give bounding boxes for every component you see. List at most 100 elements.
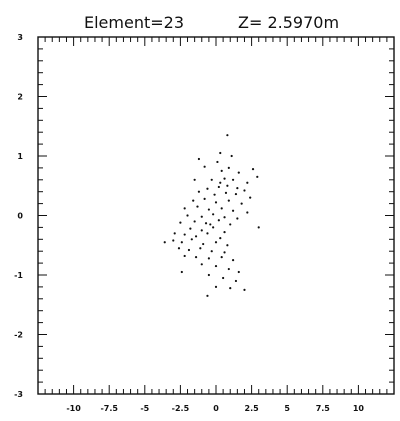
scatter-point (223, 231, 226, 234)
scatter-point (229, 223, 232, 226)
scatter-point (204, 222, 208, 225)
scatter-point (179, 221, 182, 224)
scatter-point (209, 223, 212, 226)
scatter-point (207, 257, 210, 260)
scatter-point (206, 232, 209, 235)
scatter-point (187, 248, 191, 252)
scatter-point (207, 208, 210, 211)
x-tick-label: 7.5 (316, 404, 331, 413)
scatter-point (220, 256, 223, 259)
scatter-point (231, 209, 235, 212)
scatter-point (180, 270, 183, 274)
scatter-point (214, 201, 218, 204)
scatter-point (200, 229, 203, 232)
scatter-points (163, 134, 260, 297)
x-tick-label: 10 (353, 404, 365, 413)
scatter-point (227, 166, 230, 169)
title-element: Element=23 (84, 13, 184, 32)
scatter-point (212, 226, 215, 229)
scatter-point (192, 199, 195, 202)
scatter-point (246, 211, 249, 214)
y-tick-label: 0 (17, 212, 23, 221)
scatter-point (172, 239, 175, 242)
scatter-point (193, 220, 196, 223)
scatter-point (183, 207, 186, 210)
scatter-point (180, 241, 183, 244)
scatter-point (210, 250, 213, 253)
scatter-point (224, 191, 228, 194)
scatter-point (183, 254, 186, 258)
scatter-point (234, 279, 238, 283)
scatter-point (177, 247, 181, 250)
scatter-point (214, 241, 218, 244)
x-tick-label: 0 (213, 404, 219, 413)
scatter-point (246, 181, 249, 184)
scatter-point (200, 263, 203, 266)
scatter-point (186, 214, 189, 217)
scatter-point (236, 217, 239, 220)
scatter-point (243, 189, 246, 192)
scatter-point (223, 251, 226, 254)
scatter-point (227, 199, 230, 202)
plot-frame (37, 36, 395, 395)
x-tick-label: 2.5 (245, 404, 260, 413)
scatter-point (220, 207, 223, 210)
scatter-point (199, 247, 202, 250)
scatter-point (163, 241, 166, 244)
title-z-position: Z= 2.5970m (238, 13, 339, 32)
scatter-point (214, 264, 218, 268)
scatter-point (223, 177, 226, 180)
scatter-point (197, 190, 201, 193)
scatter-point (196, 205, 199, 208)
scatter-point (222, 276, 225, 280)
y-tick-label: 3 (17, 33, 23, 42)
scatter-point (173, 232, 176, 235)
scatter-point (227, 267, 230, 271)
scatter-point (219, 181, 222, 184)
scatter-point (217, 219, 220, 222)
scatter-point (190, 238, 193, 241)
scatter-point (236, 187, 239, 190)
scatter-point (249, 196, 252, 199)
scatter-point (226, 134, 229, 137)
scatter-point (203, 197, 206, 200)
scatter-point (213, 193, 216, 196)
scatter-point (207, 273, 210, 277)
x-tick-label: -7.5 (100, 404, 118, 413)
x-tick-label: 5 (284, 404, 290, 413)
scatter-point (206, 187, 209, 190)
scatter-point (243, 288, 246, 291)
scatter-point (231, 259, 235, 262)
scatter-point (217, 185, 220, 189)
scatter-point (200, 215, 203, 218)
scatter-point (203, 165, 206, 168)
scatter-point (194, 235, 198, 238)
y-tick-label: -3 (14, 390, 23, 399)
scatter-point (251, 167, 255, 171)
axis-ticks (37, 36, 395, 395)
scatter-point (223, 216, 226, 219)
scatter-point (257, 226, 260, 229)
scatter-point (237, 171, 240, 174)
scatter-point (194, 256, 198, 259)
y-tick-label: 2 (17, 93, 23, 102)
scatter-point (210, 178, 213, 181)
scatter-point (219, 237, 222, 240)
x-tick-label: -5 (140, 404, 149, 413)
y-tick-label: -1 (14, 271, 23, 280)
scatter-point (202, 242, 205, 246)
y-tick-label: 1 (17, 152, 23, 161)
scatter-point (256, 175, 259, 178)
scatter-point (216, 160, 219, 164)
scatter-point (183, 233, 186, 236)
scatter-point (231, 178, 235, 181)
y-tick-label: -2 (14, 331, 23, 340)
scatter-point (229, 286, 232, 290)
scatter-point (234, 192, 238, 196)
scatter-point (226, 184, 229, 187)
scatter-point (230, 154, 233, 158)
scatter-point (212, 213, 215, 216)
scatter-point (206, 294, 209, 297)
